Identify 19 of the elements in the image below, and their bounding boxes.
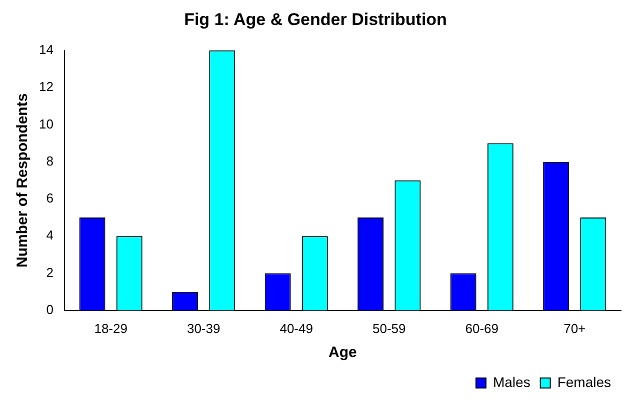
x-tick-label: 70+ [564,320,586,336]
chart-title: Fig 1: Age & Gender Distribution [184,10,447,29]
y-tick-label: 8 [46,153,54,168]
x-tick-label: 50-59 [372,320,406,336]
y-tick-label: 12 [38,79,54,94]
x-axis-title: Age [328,344,357,362]
y-tick-label: 6 [46,190,54,206]
y-tick-label: 4 [46,228,54,243]
y-tick-label: 0 [46,302,54,317]
y-tick-label: 14 [38,42,54,57]
x-tick-label: 60-69 [465,320,498,336]
y-tick-label: 2 [46,264,54,280]
y-tick-label: 10 [38,116,54,132]
legend-label: Males [492,374,530,390]
x-tick-label: 18-29 [94,320,128,336]
x-tick-label: 40-49 [280,320,313,336]
x-tick-label: 30-39 [186,320,220,336]
y-axis-title: Number of Respondents [14,93,32,268]
legend-label: Females [557,374,612,390]
